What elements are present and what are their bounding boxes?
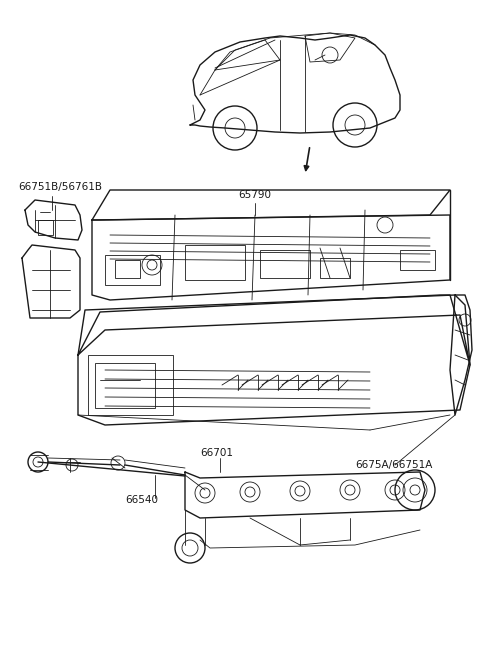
Text: 65790: 65790: [238, 190, 271, 200]
Bar: [95, 363, 155, 408]
Bar: [88, 355, 173, 415]
Bar: [260, 250, 310, 278]
Bar: [185, 245, 245, 280]
Bar: [115, 260, 140, 278]
Text: 66540: 66540: [125, 495, 158, 505]
Bar: [105, 255, 160, 285]
Text: 66701: 66701: [200, 448, 233, 458]
Text: 66751B/56761B: 66751B/56761B: [18, 182, 102, 192]
Bar: [400, 250, 435, 270]
Text: 6675A/66751A: 6675A/66751A: [355, 460, 432, 470]
Bar: [38, 220, 53, 235]
Bar: [320, 258, 350, 278]
